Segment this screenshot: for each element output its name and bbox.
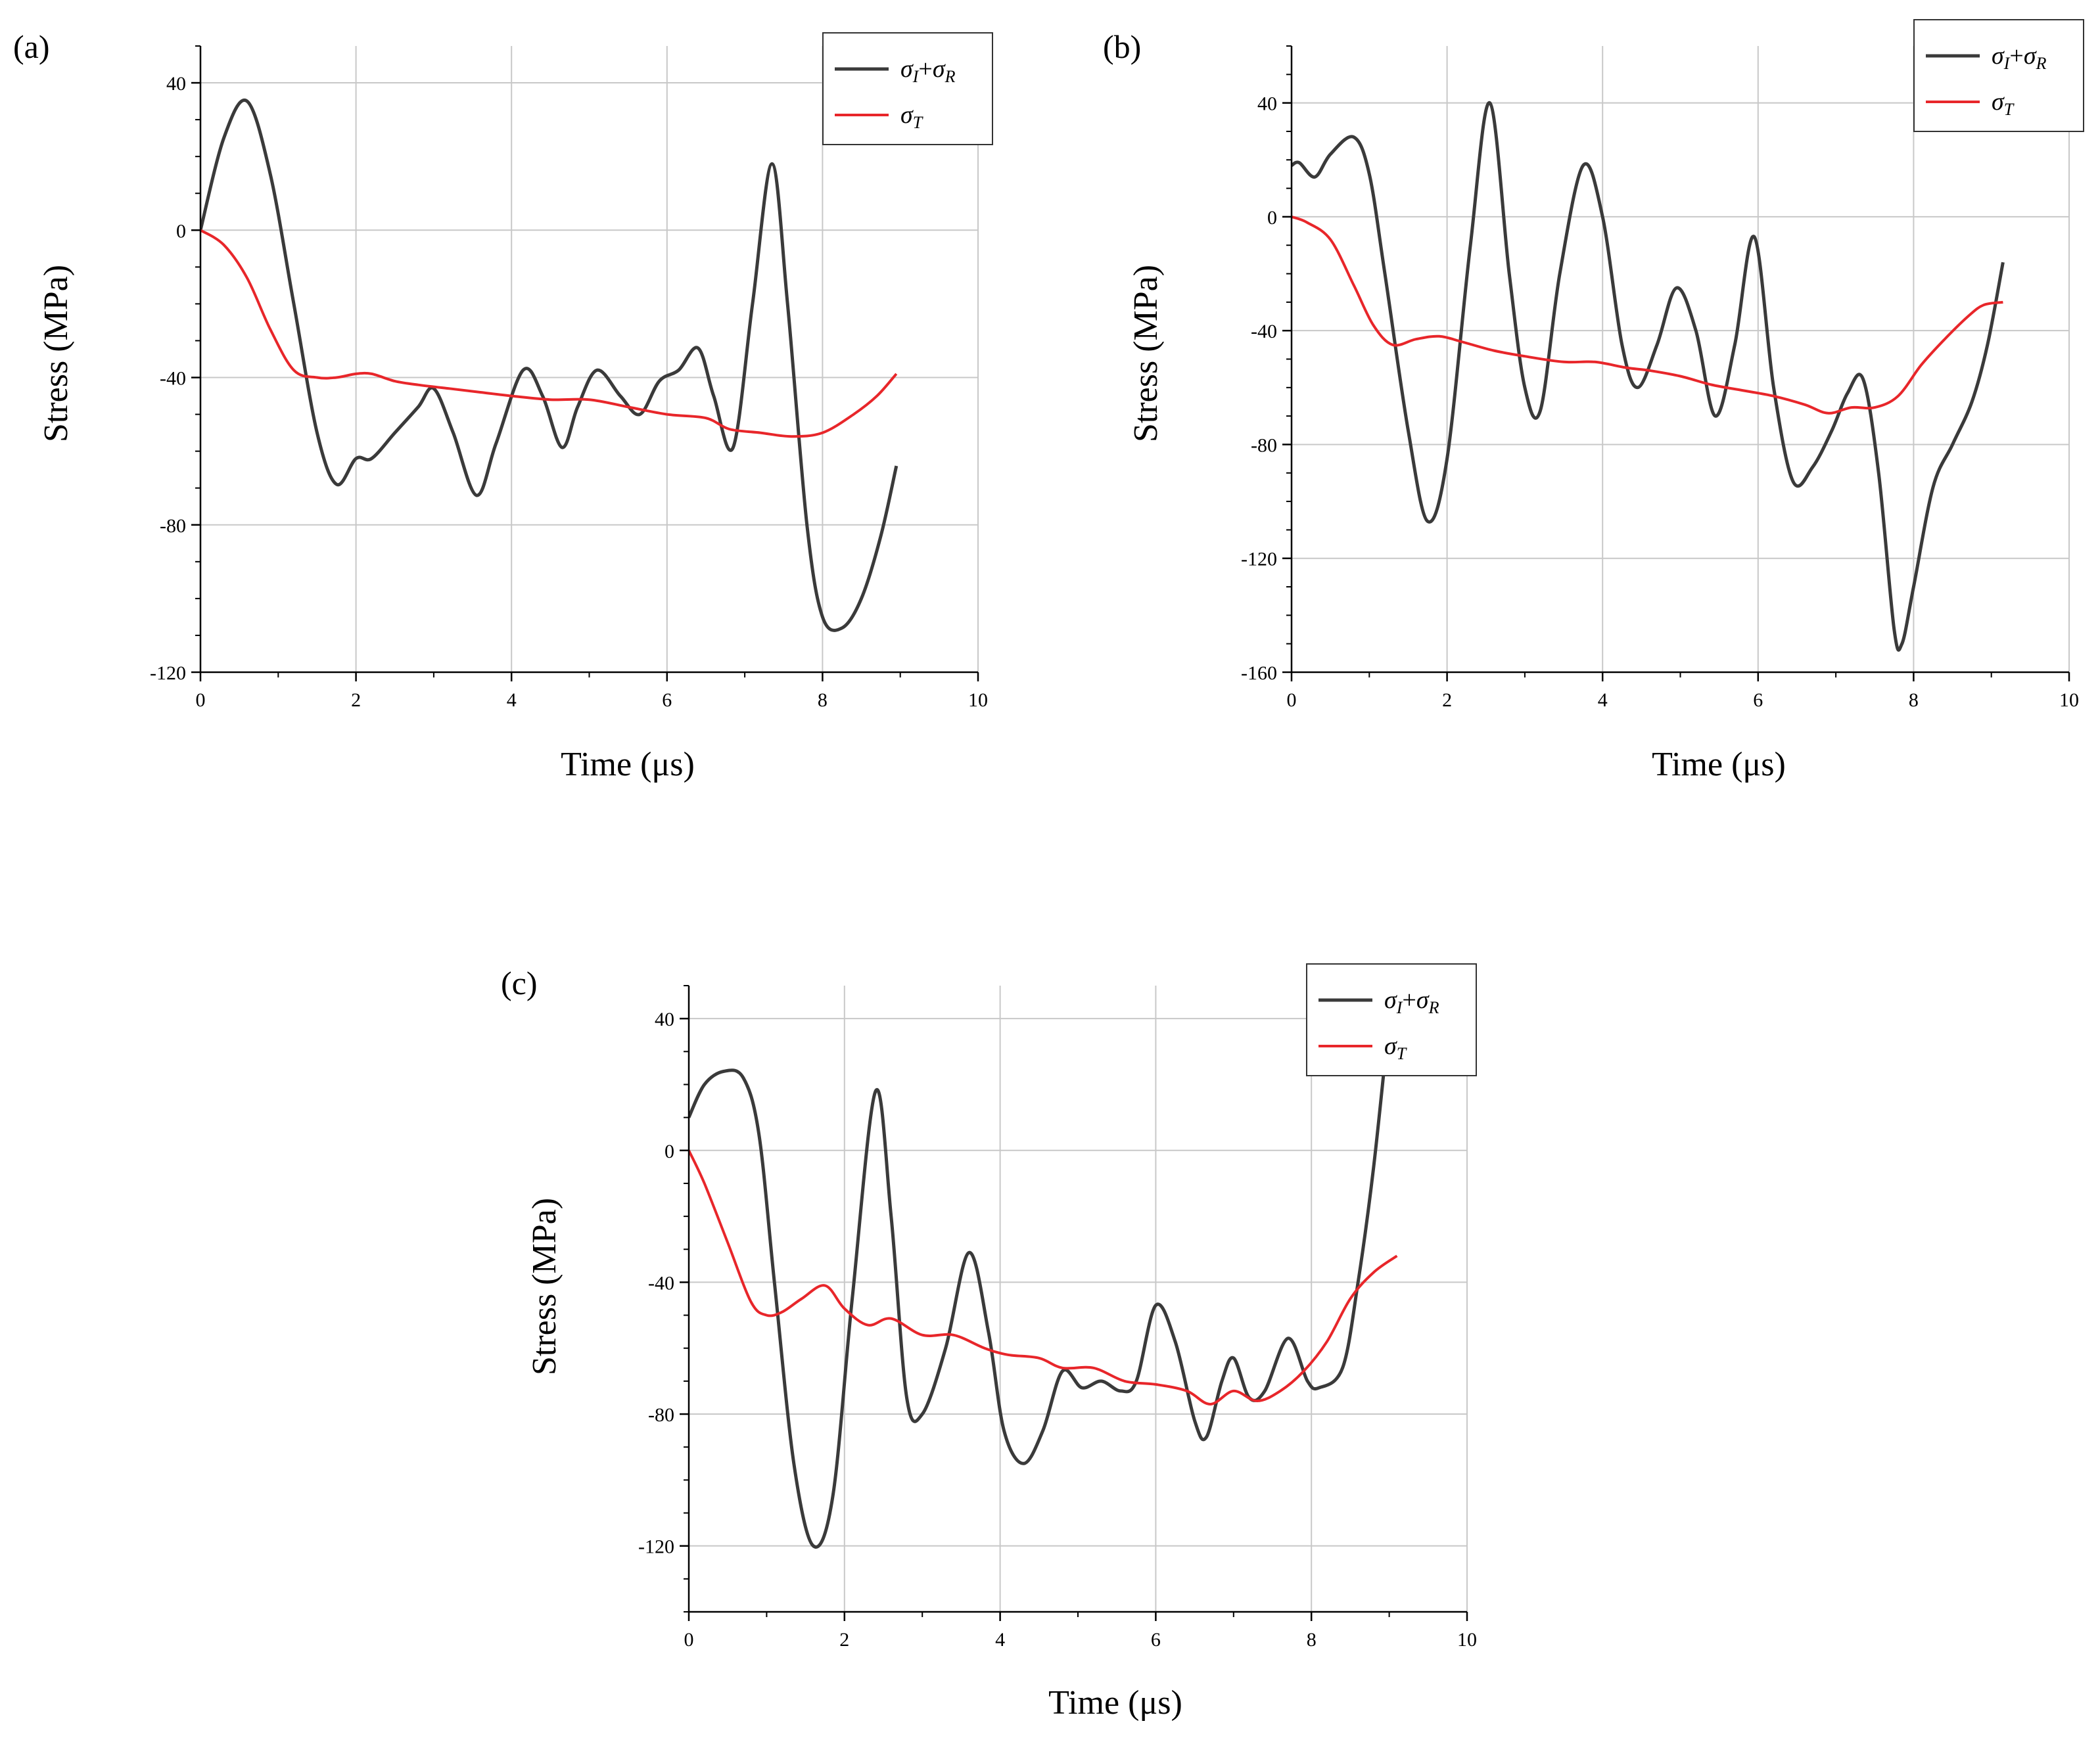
legend: σI+σR σT — [1306, 963, 1477, 1076]
legend-label-sum: σI+σR — [1384, 986, 1439, 1017]
axes: 0 2 4 6 8 10 -120 -80 -40 0 40 — [150, 45, 988, 711]
x-tick-label: 0 — [196, 689, 206, 711]
y-tick-label: -40 — [160, 368, 186, 390]
y-tick-label: -80 — [1251, 434, 1277, 456]
series-line-sum — [200, 99, 898, 632]
panel-b: (b) 0 2 4 6 8 10 -160 -120 -80 -40 0 40 Time (μs) S… — [1103, 19, 2084, 783]
series-line-transmitted — [200, 229, 898, 438]
x-axis-label: Time (μs) — [561, 746, 695, 783]
y-tick-label: 40 — [655, 1009, 674, 1030]
legend-label-transmitted: σT — [1384, 1032, 1407, 1063]
x-tick-label: 2 — [351, 689, 361, 711]
gridlines — [1292, 46, 2070, 672]
y-tick-label: 0 — [665, 1141, 674, 1162]
x-tick-label: 0 — [1287, 689, 1297, 711]
series-line-sum — [689, 1018, 1391, 1549]
series-layer — [689, 1018, 1398, 1549]
y-tick-label: 40 — [166, 73, 186, 95]
x-tick-label: 0 — [684, 1629, 694, 1651]
y-tick-label: -40 — [648, 1272, 674, 1294]
series-line-transmitted — [689, 1149, 1398, 1406]
x-tick-label: 6 — [1151, 1629, 1161, 1651]
y-tick-label: 40 — [1257, 93, 1277, 115]
axes: 0 2 4 6 8 10 -160 -120 -80 -40 0 40 — [1241, 45, 2079, 711]
series-line-transmitted — [1292, 216, 2003, 415]
legend-box — [822, 32, 993, 145]
y-tick-label: -120 — [150, 662, 186, 684]
x-axis-label: Time (μs) — [1048, 1684, 1182, 1722]
legend: σI+σR σT — [822, 32, 993, 145]
y-tick-label: -40 — [1251, 321, 1277, 342]
panel-a: (a) 0 2 4 6 8 10 -120 -80 -40 0 40 Time (μs) Stres… — [13, 28, 993, 783]
y-tick-label: -160 — [1241, 662, 1277, 684]
x-tick-label: 8 — [1909, 689, 1919, 711]
x-tick-label: 4 — [507, 689, 517, 711]
x-tick-label: 4 — [1598, 689, 1608, 711]
panel-label-c: (c) — [501, 965, 538, 1001]
legend-box — [1306, 963, 1477, 1076]
panel-label-b: (b) — [1103, 28, 1141, 65]
y-axis-label: Stress (MPa) — [1127, 265, 1165, 442]
y-tick-label: -80 — [648, 1404, 674, 1426]
series-line-sum — [1292, 101, 2005, 652]
y-axis-label: Stress (MPa) — [37, 265, 75, 442]
x-tick-label: 10 — [968, 689, 988, 711]
x-tick-label: 8 — [1307, 1629, 1317, 1651]
y-axis-label: Stress (MPa) — [526, 1198, 563, 1375]
x-tick-label: 4 — [995, 1629, 1005, 1651]
x-tick-label: 6 — [1753, 689, 1763, 711]
y-tick-label: 0 — [176, 220, 186, 242]
legend-label-transmitted: σT — [900, 101, 923, 132]
panel-c: (c) 0 2 4 6 8 10 -120 -80 -40 0 40 Time (μs) Stres… — [501, 963, 1477, 1722]
x-tick-label: 10 — [1457, 1629, 1477, 1651]
axes: 0 2 4 6 8 10 -120 -80 -40 0 40 — [638, 985, 1477, 1651]
x-axis-label: Time (μs) — [1652, 746, 1786, 783]
y-tick-label: -80 — [160, 515, 186, 537]
y-tick-label: 0 — [1267, 207, 1277, 229]
series-layer — [200, 99, 898, 632]
legend-box — [1913, 19, 2084, 132]
legend-label-sum: σI+σR — [1992, 42, 2047, 73]
legend-label-transmitted: σT — [1992, 88, 2015, 119]
x-tick-label: 2 — [1442, 689, 1452, 711]
panel-label-a: (a) — [13, 28, 50, 65]
legend-label-sum: σI+σR — [900, 55, 956, 86]
series-layer — [1292, 101, 2005, 652]
x-tick-label: 6 — [662, 689, 672, 711]
y-tick-label: -120 — [638, 1536, 674, 1558]
x-tick-label: 8 — [818, 689, 828, 711]
legend: σI+σR σT — [1913, 19, 2084, 132]
y-tick-label: -120 — [1241, 549, 1277, 570]
x-tick-label: 2 — [839, 1629, 849, 1651]
x-tick-label: 10 — [2059, 689, 2079, 711]
